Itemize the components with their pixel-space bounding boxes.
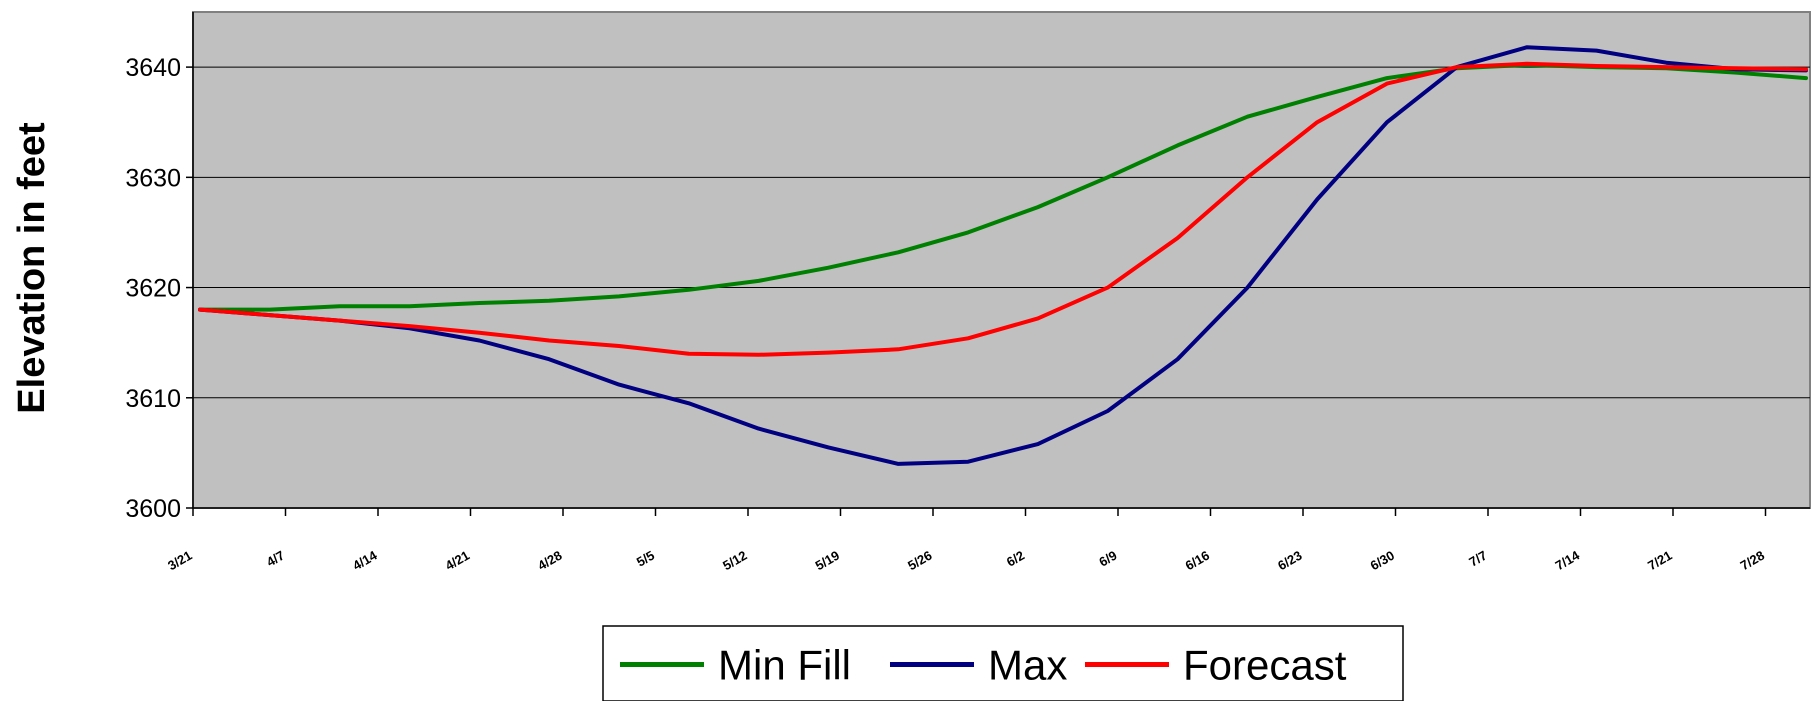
x-tick-label: 7/14 [1553,547,1583,573]
x-tick-label: 7/7 [1466,548,1489,570]
x-tick-label: 5/5 [634,548,657,570]
x-tick-label: 6/23 [1275,548,1304,574]
x-tick-label: 6/9 [1096,548,1119,570]
x-tick-label: 4/7 [264,548,287,570]
y-tick-label: 3600 [125,495,181,523]
x-tick-label: 4/28 [535,548,564,574]
x-tick-label: 5/19 [813,548,842,574]
y-tick-label: 3630 [125,164,181,192]
y-axis: 3600 3610 3620 3630 3640 [125,12,194,523]
y-tick-label: 3610 [125,385,181,413]
x-tick-label: 6/30 [1368,548,1397,574]
legend-label-forecast: Forecast [1183,642,1347,689]
series-line-forecast [198,61,1808,357]
plot-area [192,11,1811,509]
y-axis-label: Elevation in feet [11,122,53,414]
x-tick-label: 4/21 [443,548,472,574]
x-axis: 3/21 4/7 4/14 4/21 4/28 5/5 5/12 5/19 5/26 6/2 6/9… [165,507,1810,574]
y-tick-label: 3640 [125,54,181,82]
series-line-max [198,45,1808,466]
x-tick-label: 5/26 [905,548,934,574]
legend-label-max: Max [988,642,1067,689]
legend-label-min-fill: Min Fill [718,642,851,689]
x-tick-label: 6/16 [1183,548,1212,574]
legend-box [602,625,1404,701]
x-tick-label: 5/12 [720,548,749,574]
y-tick-label: 3620 [125,275,181,303]
x-tick-label: 7/21 [1645,548,1674,574]
x-tick-label: 7/28 [1738,548,1767,574]
x-tick-label: 4/14 [350,547,380,573]
legend: Min Fill Max Forecast [602,625,1404,701]
series-lines [198,45,1808,466]
x-tick-label: 6/2 [1004,548,1027,570]
x-tick-label: 3/21 [165,548,194,574]
